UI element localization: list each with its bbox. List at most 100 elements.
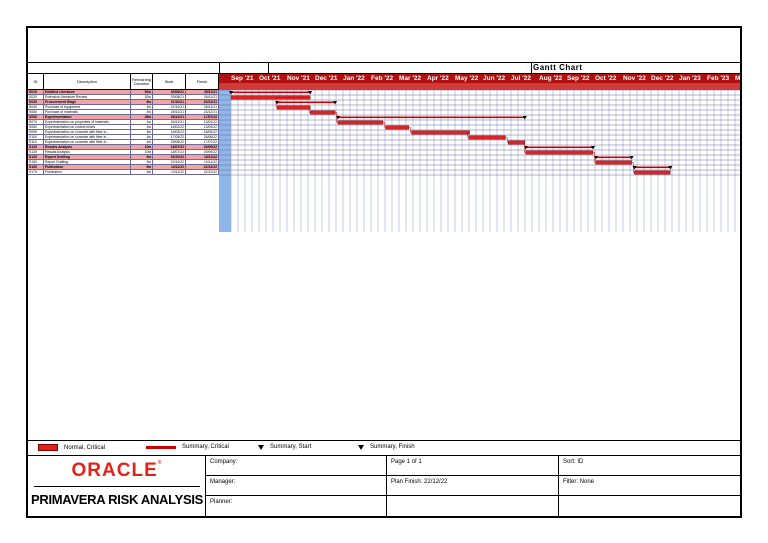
task-bar <box>385 125 409 130</box>
activity-row[interactable]: S170 Publication 6w 13/11/22 22/12/22 <box>28 170 219 175</box>
cell-desc: Results Analysis <box>44 145 131 150</box>
cell-finish: 13/02/22 <box>186 120 219 125</box>
cell-start: 29/06/22 <box>153 140 186 145</box>
dependency-link <box>467 132 470 138</box>
timeline-month-label: Aug '22 <box>539 75 563 82</box>
activity-row[interactable]: S100 Experimentation on concrete with fib… <box>28 135 219 140</box>
activity-row[interactable]: S040 Purchase of equipment 4w 21/10/21 26/11… <box>28 105 219 110</box>
activity-row[interactable]: S070 Experimentation on properties of mat… <box>28 120 219 125</box>
legend-label: Summary, Finish <box>370 444 415 450</box>
cell-start: 18/07/22 <box>153 145 186 150</box>
primavera-logo: PRIMAVERA RISK ANALYSIS <box>31 492 203 507</box>
cell-start: 18/07/22 <box>153 150 186 155</box>
timeline-month-label: Dec '22 <box>651 75 674 82</box>
cell-finish: 23/12/21 <box>186 100 219 105</box>
column-header: Finish <box>186 74 219 90</box>
column-header: Start <box>153 74 186 90</box>
task-bar <box>411 130 470 135</box>
cell-start: 13/11/22 <box>153 165 186 170</box>
cell-dur: 4w <box>131 110 153 115</box>
summary-row[interactable]: S010 Detailed Literature 52w 03/08/21 26/11/… <box>28 90 219 95</box>
dependency-link <box>631 162 635 173</box>
task-bar <box>468 135 506 140</box>
activity-row[interactable]: S150 Report Drafting 6w 02/10/22 10/11/22 <box>28 160 219 165</box>
summary-bar <box>595 156 632 159</box>
summary-bar <box>231 91 311 94</box>
timeline-month-label: Feb '22 <box>371 75 394 82</box>
activity-row[interactable]: S050 Purchase of materials 4w 26/11/21 23/12… <box>28 110 219 115</box>
cell-start: 03/08/21 <box>153 90 186 95</box>
activity-row[interactable]: S130 Results Analysis 10w 18/07/22 29/09/22 <box>28 150 219 155</box>
activity-row[interactable]: S110 Experimentation on concrete with fib… <box>28 140 219 145</box>
cell-id: S060 <box>28 115 44 120</box>
task-bar <box>276 105 311 110</box>
summary-row[interactable]: S120 Results Analysis 10w 18/07/22 29/09/22 <box>28 145 219 150</box>
cell-desc: Purchase of equipment <box>44 105 131 110</box>
title-divider <box>219 62 220 73</box>
activity-row[interactable]: S080 Experimentation on control mixes 4w 16… <box>28 125 219 130</box>
cell-dur: 52w <box>131 90 153 95</box>
cell-finish: 10/11/22 <box>186 155 219 160</box>
cell-dur: 10w <box>131 150 153 155</box>
cell-dur: 6w <box>131 160 153 165</box>
summary-finish-marker <box>308 91 313 95</box>
cell-id: S170 <box>28 170 44 175</box>
timeline-month-label: Jul '22 <box>511 75 531 82</box>
cell-desc: Experimentation on concrete with fiber i… <box>44 130 131 135</box>
cell-dur: 6w <box>131 155 153 160</box>
cell-id: S140 <box>28 155 44 160</box>
cell-id: S050 <box>28 110 44 115</box>
timeline-month-label: Dec '21 <box>315 75 338 82</box>
timeline-month-label: Feb '23 <box>707 75 730 82</box>
summary-critical-swatch <box>146 445 176 449</box>
cell-desc: Procurement Stage <box>44 100 131 105</box>
legend-label: Summary, Start <box>270 444 312 450</box>
cell-id: S120 <box>28 145 44 150</box>
timeline-month-label: Nov '21 <box>287 75 310 82</box>
cell-dur: 28w <box>131 115 153 120</box>
summary-finish-marker <box>629 156 634 160</box>
cell-finish: 26/06/22 <box>186 135 219 140</box>
cell-dur: 10w <box>131 145 153 150</box>
cell-id: S020 <box>28 95 44 100</box>
report-header <box>28 28 740 63</box>
page-number: Page 1 of 1 <box>387 456 559 476</box>
timeline-month-label: Mar '22 <box>399 75 422 82</box>
timeline-month-label: Nov '22 <box>623 75 646 82</box>
summary-row[interactable]: S160 Publication 6w 13/11/22 22/12/22 <box>28 165 219 170</box>
dependency-link <box>382 122 386 128</box>
summary-finish-marker-icon <box>358 444 364 450</box>
cell-dur: 4w <box>131 120 153 125</box>
legend-summary-critical: Summary, Critical <box>146 444 229 450</box>
cell-finish: 23/12/21 <box>186 110 219 115</box>
summary-row[interactable]: S060 Experimentation 28w 26/12/21 17/07/22 <box>28 115 219 120</box>
cell-start: 16/02/22 <box>153 125 186 130</box>
timeline-months: Sep '21 Oct '21 Nov '21 Dec '21 Jan '22 Feb '… <box>219 74 740 83</box>
cell-desc: Results Analysis <box>44 150 131 155</box>
cell-start: 21/10/21 <box>153 100 186 105</box>
cell-id: S070 <box>28 120 44 125</box>
cell-id: S150 <box>28 160 44 165</box>
dependency-link <box>592 152 596 163</box>
footer-blank-cell <box>559 496 740 516</box>
manager-field: Manager: <box>206 476 387 496</box>
cell-dur: 6w <box>131 130 153 135</box>
activity-row[interactable]: S090 Experimentation on concrete with fib… <box>28 130 219 135</box>
summary-row[interactable]: S140 Report Drafting 6w 02/10/22 10/11/22 <box>28 155 219 160</box>
plan-finish: Plan Finish: 22/12/22 <box>387 476 559 496</box>
summary-bar <box>634 166 671 169</box>
dependency-link <box>408 127 412 133</box>
summary-finish-marker <box>668 166 673 170</box>
cell-desc: Experimentation on concrete with fiber i… <box>44 140 131 145</box>
gantt-bars <box>229 91 673 175</box>
summary-row[interactable]: S030 Procurement Stage 8w 21/10/21 23/12/21 <box>28 100 219 105</box>
gantt-chart-title: Gantt Chart <box>533 63 583 72</box>
legend-label: Summary, Critical <box>182 444 229 450</box>
activity-row[interactable]: S020 Extensive Literature Review 52w 03/08/… <box>28 95 219 100</box>
gantt-chart-area: Sep '21 Oct '21 Nov '21 Dec '21 Jan '22 Feb '… <box>219 74 740 232</box>
cell-desc: Report Drafting <box>44 160 131 165</box>
dependency-link <box>308 107 311 113</box>
cell-start: 03/08/21 <box>153 95 186 100</box>
cell-desc: Experimentation <box>44 115 131 120</box>
timeline-month-label: Jan '23 <box>679 75 701 82</box>
